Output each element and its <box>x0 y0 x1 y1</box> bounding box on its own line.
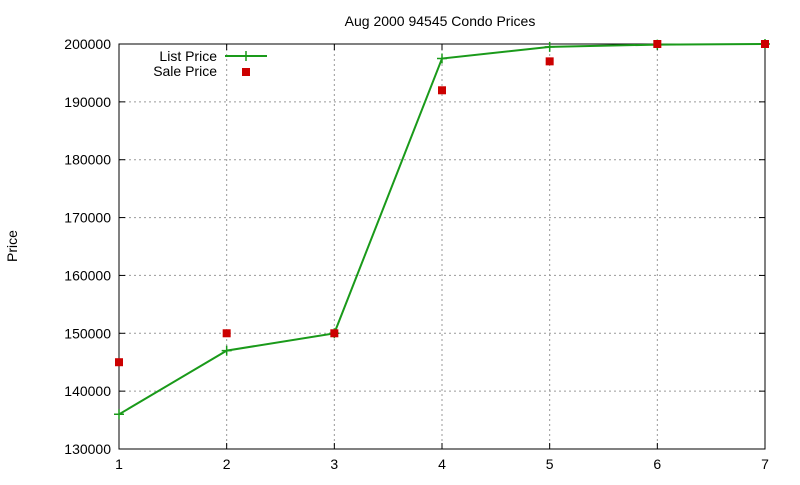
y-tick-label: 200000 <box>64 36 111 52</box>
sale-price-point <box>222 329 231 338</box>
list-price-point <box>544 41 555 52</box>
sale-price-point <box>438 86 446 95</box>
x-tick-label: 7 <box>761 456 769 472</box>
y-axis-label: Price <box>4 230 20 262</box>
legend-label-sale-price: Sale Price <box>153 63 217 79</box>
y-tick-label: 180000 <box>64 152 111 168</box>
y-tick-label: 150000 <box>64 325 111 341</box>
x-tick-label: 6 <box>653 456 661 472</box>
x-tick-label: 1 <box>115 456 123 472</box>
list-price-point <box>221 345 232 356</box>
legend-marker-list-price <box>241 51 251 61</box>
sale-price-point <box>115 358 123 367</box>
chart-title: Aug 2000 94545 Condo Prices <box>345 13 536 29</box>
sale-price-point <box>653 40 662 48</box>
y-tick-label: 130000 <box>64 441 111 457</box>
list-price-point <box>114 409 124 420</box>
x-tick-label: 4 <box>438 456 446 472</box>
sale-price-point <box>545 57 554 66</box>
series-layer <box>114 39 770 420</box>
sale-price-point <box>761 40 769 48</box>
y-tick-label: 160000 <box>64 267 111 283</box>
legend-label-list-price: List Price <box>159 48 217 64</box>
list-price-point <box>437 53 447 64</box>
y-tick-label: 140000 <box>64 383 111 399</box>
y-tick-label: 170000 <box>64 210 111 226</box>
sale-price-point <box>330 329 339 338</box>
legend-marker-sale-price <box>242 68 250 76</box>
x-tick-label: 5 <box>546 456 554 472</box>
axis-ticks: 1 2 3 4 5 6 7 130000 140000 150000 160000 170000 180… <box>64 36 769 472</box>
plot-frame <box>118 43 766 450</box>
x-tick-label: 3 <box>330 456 338 472</box>
x-tick-label: 2 <box>223 456 231 472</box>
y-tick-label: 190000 <box>64 94 111 110</box>
